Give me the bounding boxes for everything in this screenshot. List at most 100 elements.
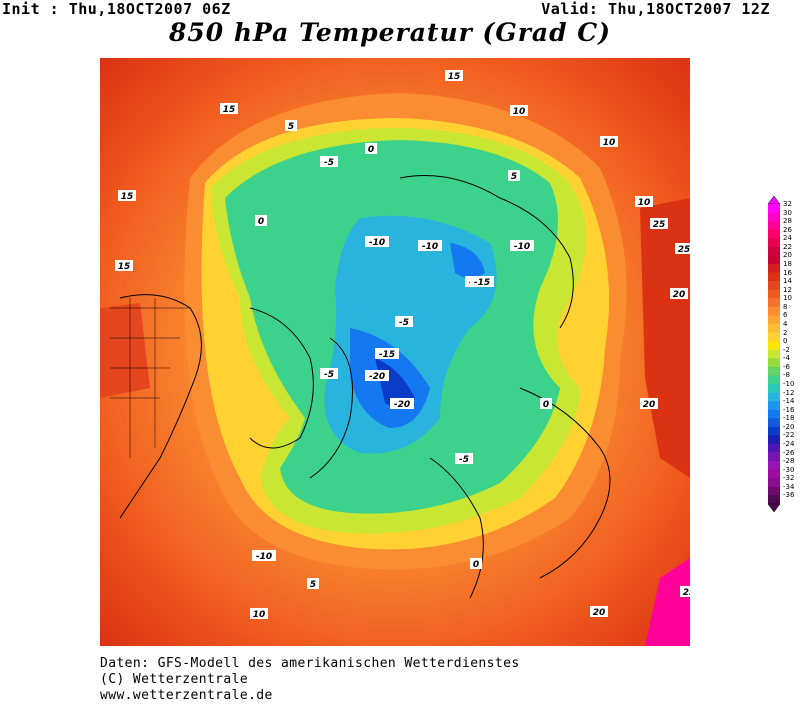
value-label: 10 [513, 107, 526, 117]
value-label-box [375, 348, 399, 359]
colorbar-level-label: -34 [783, 482, 795, 491]
colorbar-swatch [768, 469, 780, 479]
colorbar-swatch [768, 366, 780, 376]
colorbar-level-label: 6 [783, 311, 788, 320]
value-label-box [640, 398, 658, 409]
value-label-box [600, 136, 618, 147]
colorbar-swatch [768, 281, 780, 291]
colorbar-level-label: -2 [783, 345, 790, 354]
value-label-box [252, 550, 276, 561]
value-label-box [540, 398, 552, 409]
colorbar-level-label: -32 [783, 474, 795, 483]
colorbar-swatch [768, 461, 780, 471]
value-label-box [445, 70, 463, 81]
colorbar-level-label: 28 [783, 217, 792, 226]
colorbar-level-label: 4 [783, 320, 788, 328]
value-label-box [675, 243, 690, 254]
value-label: -20 [394, 400, 410, 410]
value-label: 10 [603, 138, 616, 148]
colorbar-swatch [768, 298, 780, 308]
colorbar-swatch [768, 349, 780, 359]
value-label: 15 [223, 105, 236, 115]
value-label-box [470, 558, 482, 569]
value-label: 15 [121, 192, 134, 202]
value-label: 0 [543, 400, 549, 410]
value-label: 15 [448, 72, 461, 82]
colorbar-scale [767, 195, 781, 513]
colorbar-level-label: 24 [783, 234, 792, 243]
colorbar-swatch [768, 315, 780, 325]
map-title: 850 hPa Temperatur (Grad C) [168, 18, 611, 47]
value-label: 20 [643, 400, 656, 410]
colorbar-swatch [768, 238, 780, 248]
value-labels: 15 15 15 15 10 10 10 10 5 5 5 0 0 0 0 -5 -5 -5 -5 -10 -10 -10… [115, 70, 690, 620]
value-label-box [510, 240, 534, 251]
warm-zone-west [100, 303, 150, 398]
value-label-box [590, 606, 608, 617]
value-label-box [395, 316, 413, 327]
value-label: -5 [459, 455, 469, 465]
value-label-box [255, 215, 267, 226]
colorbar-level-label: -14 [783, 397, 795, 406]
colorbar-level-label: 18 [783, 260, 792, 268]
colorbar-swatch [768, 375, 780, 385]
value-label-box [365, 236, 389, 247]
colorbar-level-label: -22 [783, 431, 795, 440]
colorbar-swatch [768, 358, 780, 368]
colorbar-level-label: -24 [783, 440, 795, 448]
value-label-box [680, 586, 690, 597]
value-label: 20 [673, 290, 686, 300]
footer: Daten: GFS-Modell des amerikanischen Wet… [100, 656, 520, 704]
colorbar-level-label: -36 [783, 491, 795, 500]
value-label-box [115, 260, 133, 271]
colorbar-swatch [768, 306, 780, 316]
colorbar-swatch [768, 392, 780, 402]
value-label: -5 [324, 158, 334, 168]
value-label: -5 [324, 370, 334, 380]
value-label: 0 [473, 560, 479, 570]
value-label: 25 [683, 588, 690, 598]
colorbar-level-label: -6 [783, 362, 790, 371]
colorbar-level-label: -26 [783, 448, 795, 457]
value-label-box [307, 578, 319, 589]
value-label: 0 [258, 217, 264, 227]
value-label-box [285, 120, 297, 131]
colorbar-level-label: -28 [783, 457, 795, 466]
colorbar-bottom-arrow [767, 503, 781, 513]
colorbar-level-label: 30 [783, 208, 792, 217]
colorbar-level-label: -8 [783, 371, 790, 380]
temperature-map: 15 15 15 15 10 10 10 10 5 5 5 0 0 0 0 -5 -5 -5 -5 -10 -10 -10… [100, 58, 690, 646]
value-label-box [365, 370, 389, 381]
colorbar-swatch [768, 324, 780, 333]
colorbar-level-label: -10 [783, 380, 795, 388]
value-label-box [390, 398, 414, 409]
colorbar-level-label: 14 [783, 277, 792, 286]
colorbar-swatch [768, 401, 780, 411]
value-label: 10 [638, 198, 651, 208]
value-label: 5 [310, 580, 316, 590]
value-label-box [220, 103, 238, 114]
colorbar-swatch [768, 384, 780, 393]
value-label: -10 [422, 242, 438, 252]
value-label: -10 [514, 242, 530, 252]
value-label: 5 [511, 172, 517, 182]
value-label-box [510, 105, 528, 116]
colorbar-swatch [768, 444, 780, 453]
colorbar-level-label: 12 [783, 285, 792, 294]
state-borders [110, 298, 190, 458]
colorbar-swatch [768, 246, 780, 256]
colorbar-level-label: -20 [783, 422, 795, 431]
colorbar-swatch [768, 272, 780, 282]
colorbar-swatch [768, 341, 780, 351]
value-label: 10 [253, 610, 266, 620]
colorbar-level-label: 22 [783, 242, 792, 251]
hot-zone-southeast [645, 558, 690, 646]
value-label: 15 [118, 262, 131, 272]
colorbar-swatch [768, 332, 780, 342]
colorbar-swatch [768, 289, 780, 299]
value-label-box [118, 190, 136, 201]
colorbar-level-label: -18 [783, 414, 795, 423]
value-label: -20 [369, 372, 385, 382]
value-label: -10 [369, 238, 385, 248]
colorbar-level-label: 26 [783, 225, 792, 234]
